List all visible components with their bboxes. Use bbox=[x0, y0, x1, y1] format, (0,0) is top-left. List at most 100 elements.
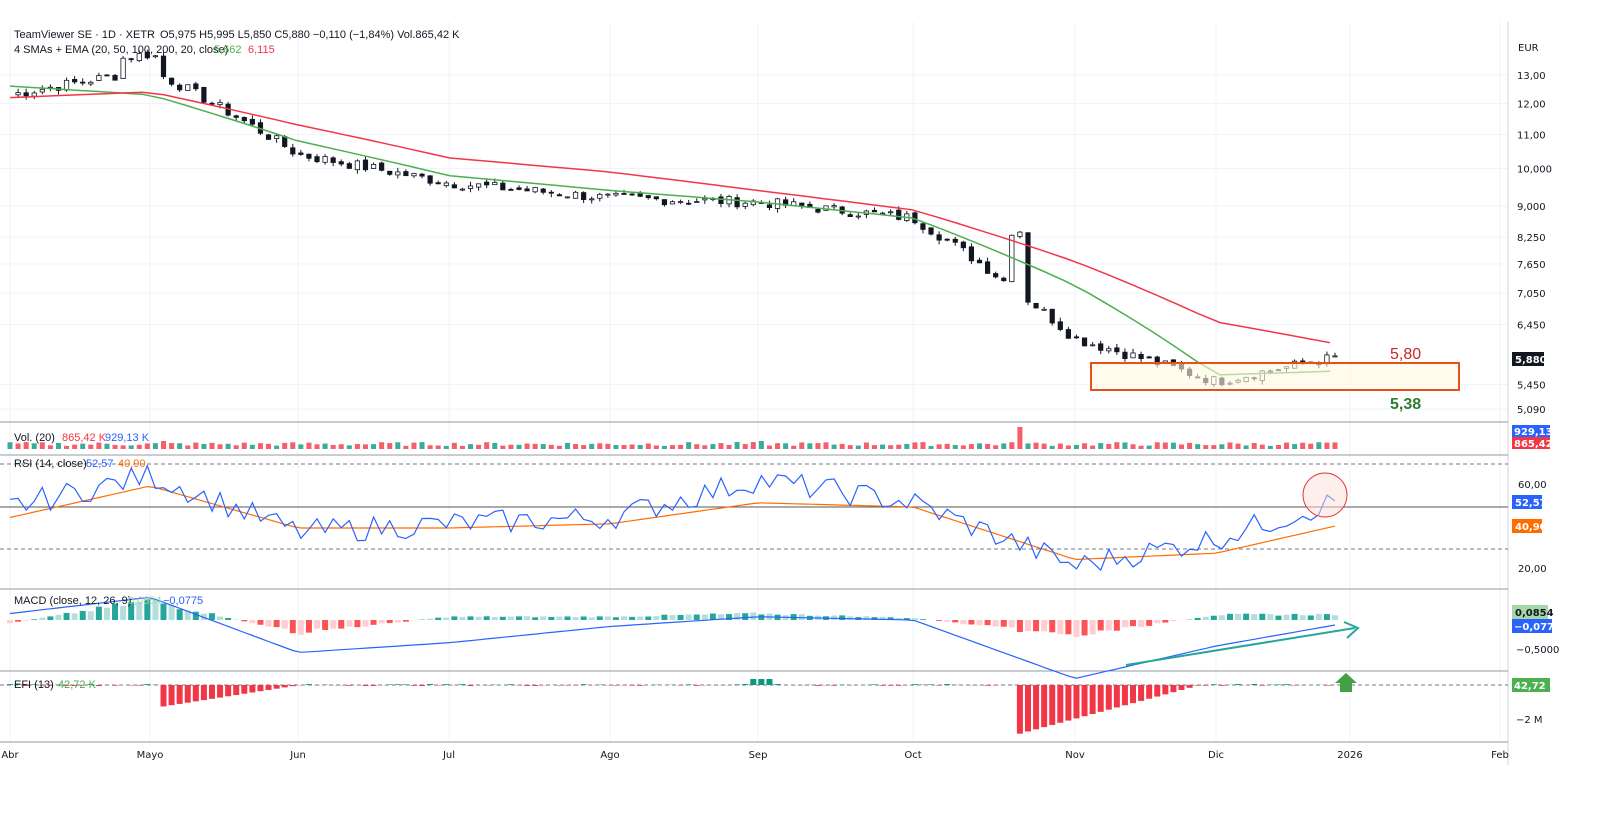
volume-bar bbox=[484, 442, 490, 449]
macd-histogram-bar bbox=[305, 620, 312, 633]
volume-bar bbox=[775, 443, 781, 449]
volume-bar bbox=[1178, 444, 1184, 449]
candle-body bbox=[427, 175, 433, 184]
candle-body bbox=[160, 55, 167, 78]
efi-bar bbox=[136, 685, 143, 686]
efi-bar bbox=[1049, 685, 1056, 725]
efi-bar bbox=[71, 685, 78, 686]
macd-value-2: −0,0775 bbox=[163, 595, 203, 607]
macd-histogram-bar bbox=[879, 616, 886, 620]
rsi-line bbox=[9, 464, 1336, 572]
candle-body bbox=[88, 81, 94, 85]
volume-bar bbox=[871, 445, 877, 449]
efi-bar bbox=[612, 685, 619, 686]
time-axis[interactable]: Abr Mayo Jun Jul Ago Sep Oct Nov Dic 2026 Feb bbox=[1, 750, 1509, 761]
candle-body bbox=[492, 182, 498, 186]
volume-bar bbox=[39, 442, 45, 449]
candle-body bbox=[290, 147, 296, 155]
macd-histogram-bar bbox=[871, 617, 878, 620]
macd-value-1: 0,0854 bbox=[128, 595, 162, 607]
macd-histogram-bar bbox=[330, 620, 337, 629]
candle-body bbox=[104, 74, 110, 77]
macd-histogram-bar bbox=[1000, 620, 1007, 627]
macd-histogram-bar bbox=[1235, 613, 1242, 620]
macd-histogram-bar bbox=[208, 613, 215, 620]
candle-body bbox=[532, 187, 538, 193]
macd-histogram-bar bbox=[402, 620, 409, 622]
volume-bar bbox=[476, 444, 482, 449]
candle-body bbox=[1146, 356, 1152, 359]
efi-bar bbox=[685, 684, 692, 685]
candle-body bbox=[15, 92, 21, 96]
candle-body bbox=[185, 84, 191, 91]
volume-bar bbox=[1324, 442, 1330, 449]
volume-bar bbox=[1009, 442, 1015, 449]
volume-bar bbox=[629, 444, 635, 449]
macd-histogram-bar bbox=[1323, 614, 1330, 620]
macd-histogram-bar bbox=[944, 620, 951, 622]
volume-bar bbox=[1122, 442, 1128, 449]
candle-body bbox=[435, 182, 441, 185]
volume-tag-blue: 929,13 K bbox=[1512, 425, 1565, 438]
macd-histogram-bar bbox=[1332, 615, 1338, 620]
volume-bar bbox=[1203, 445, 1209, 449]
ma-label[interactable]: 4 SMAs + EMA (20, 50, 100, 200, 20, clos… bbox=[14, 44, 228, 56]
macd-histogram-bar bbox=[677, 614, 684, 620]
candle-body bbox=[524, 188, 530, 192]
volume-bar bbox=[944, 443, 950, 449]
candle-body bbox=[1081, 337, 1088, 347]
volume-bar bbox=[55, 442, 61, 449]
candle-body bbox=[928, 227, 934, 235]
efi-bar bbox=[1105, 685, 1112, 710]
candle-body bbox=[395, 171, 401, 176]
efi-label[interactable]: EFI (13) bbox=[14, 679, 54, 691]
efi-bar bbox=[1218, 685, 1225, 686]
efi-bar bbox=[871, 684, 878, 685]
candle-body bbox=[645, 195, 651, 199]
candle-body bbox=[637, 193, 643, 197]
efi-bars bbox=[7, 679, 1338, 734]
volume-bar bbox=[548, 444, 554, 449]
volume-bar bbox=[1259, 444, 1265, 449]
macd-histogram-bar bbox=[1202, 616, 1209, 620]
candle-body bbox=[896, 209, 902, 220]
efi-bar bbox=[1251, 684, 1258, 685]
candle-body bbox=[136, 53, 142, 62]
price-axis[interactable]: 13,00 12,00 11,00 10,000 9,000 8,250 7,650 7,05… bbox=[1517, 71, 1552, 416]
volume-label[interactable]: Vol. (20) bbox=[14, 432, 55, 444]
volume-bar bbox=[338, 444, 344, 449]
rsi-label[interactable]: RSI (14, close) bbox=[14, 458, 87, 470]
candle-body bbox=[597, 193, 603, 199]
efi-value: 42,72 K bbox=[58, 679, 97, 691]
svg-text:40,90: 40,90 bbox=[1515, 522, 1547, 533]
volume-bar bbox=[516, 444, 522, 449]
volume-bar bbox=[492, 442, 498, 449]
candle-body bbox=[968, 246, 975, 262]
symbol-line[interactable]: TeamViewer SE · 1D · XETR bbox=[14, 29, 155, 41]
candle-body bbox=[112, 74, 118, 81]
volume-bar bbox=[621, 445, 627, 449]
volume-bar bbox=[661, 445, 667, 449]
volume-bar bbox=[1227, 442, 1233, 449]
macd-histogram-bar bbox=[79, 610, 86, 620]
volume-bar bbox=[960, 445, 966, 449]
candle-body bbox=[346, 163, 352, 169]
time-axis-label: Feb bbox=[1491, 750, 1509, 761]
volume-bar bbox=[112, 444, 118, 449]
macd-histogram-bar bbox=[31, 619, 38, 620]
candle-body bbox=[459, 188, 466, 191]
svg-text:929,13 K: 929,13 K bbox=[1514, 427, 1565, 438]
efi-bar bbox=[936, 685, 943, 686]
candle-body bbox=[274, 135, 280, 140]
candle-body bbox=[1001, 277, 1007, 282]
candle-body bbox=[734, 197, 740, 208]
efi-bar bbox=[693, 685, 700, 686]
efi-bar bbox=[677, 685, 684, 686]
volume-bar bbox=[451, 442, 457, 449]
efi-bar bbox=[192, 685, 199, 702]
volume-bar bbox=[1082, 443, 1088, 449]
panel-borders bbox=[0, 22, 1509, 765]
macd-label[interactable]: MACD (close, 12, 26, 9) bbox=[14, 595, 131, 607]
currency-label[interactable]: EUR bbox=[1518, 43, 1539, 54]
macd-histogram-bar bbox=[7, 620, 13, 624]
